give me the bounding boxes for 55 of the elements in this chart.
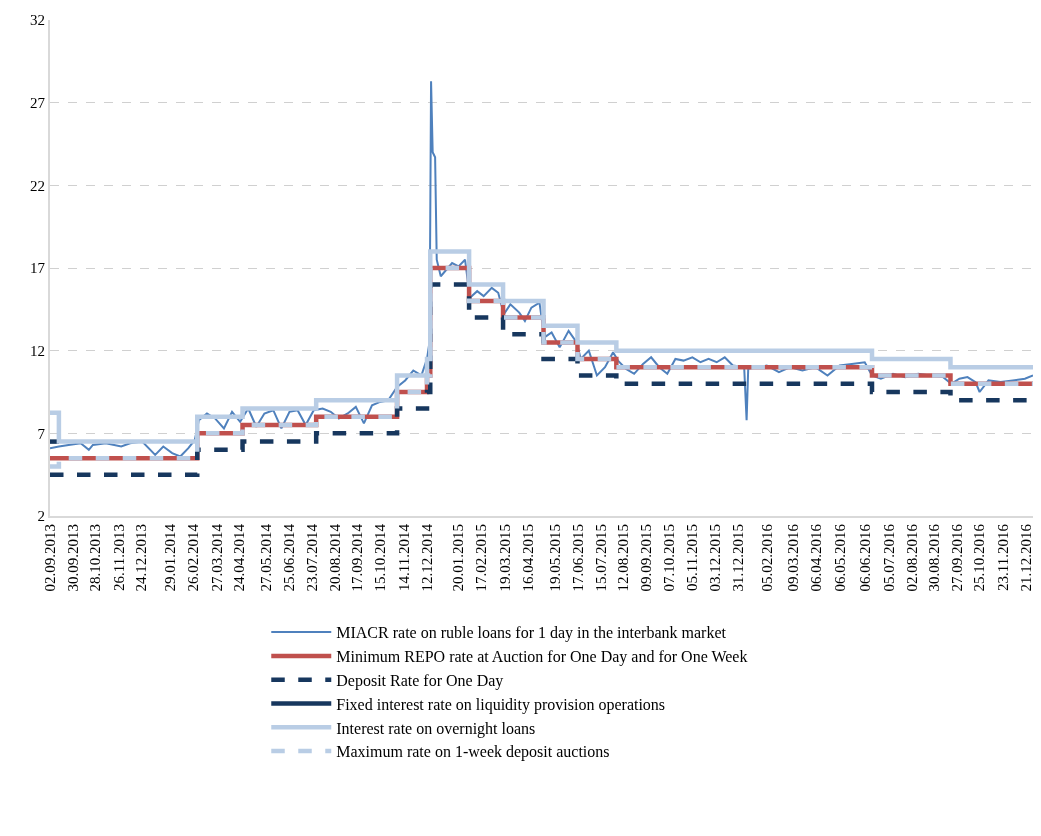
x-tick-label: 20.01.2015: [450, 524, 467, 592]
y-tick-label: 17: [30, 260, 46, 277]
x-tick-label: 19.05.2015: [546, 524, 563, 592]
x-tick-label: 30.08.2016: [926, 523, 943, 592]
y-tick-label: 32: [30, 12, 45, 29]
x-tick-label: 19.03.2015: [497, 524, 514, 592]
x-tick-label: 27.09.2016: [948, 523, 965, 592]
x-tick-label: 26.02.2014: [185, 523, 202, 592]
x-tick-label: 06.06.2016: [857, 523, 874, 592]
legend-label: Maximum rate on 1-week deposit auctions: [336, 743, 610, 762]
x-tick-label: 26.11.2013: [110, 524, 127, 591]
x-tick-label: 23.11.2016: [994, 523, 1011, 591]
x-tick-label: 27.05.2014: [257, 523, 274, 592]
x-tick-label: 09.03.2016: [785, 523, 802, 592]
legend-label: MIACR rate on ruble loans for 1 day in the interbank market: [336, 624, 727, 643]
x-tick-label: 06.05.2016: [832, 523, 849, 592]
x-tick-label: 02.09.2013: [41, 524, 58, 592]
x-tick-label: 25.10.2016: [971, 523, 988, 592]
x-tick-label: 03.12.2015: [706, 524, 723, 592]
y-tick-label: 27: [30, 94, 46, 111]
x-tick-label: 02.08.2016: [903, 523, 920, 592]
x-tick-label: 27.03.2014: [208, 523, 225, 592]
y-tick-label: 12: [30, 342, 45, 359]
x-tick-label: 06.04.2016: [808, 523, 825, 592]
x-tick-label: 09.09.2015: [638, 524, 655, 592]
y-tick-label: 7: [37, 425, 46, 442]
x-tick-label: 12.12.2014: [418, 523, 435, 592]
x-tick-label: 21.12.2016: [1017, 523, 1034, 592]
legend-label: Fixed interest rate on liquidity provision operations: [336, 695, 666, 714]
x-tick-label: 29.01.2014: [162, 523, 179, 592]
x-tick-label: 16.04.2015: [520, 524, 537, 592]
x-tick-label: 07.10.2015: [660, 524, 677, 592]
x-tick-label: 24.12.2013: [133, 524, 150, 592]
x-tick-label: 30.09.2013: [64, 524, 81, 592]
x-tick-label: 12.08.2015: [615, 524, 632, 592]
x-tick-label: 20.08.2014: [326, 523, 343, 592]
legend-label: Deposit Rate for One Day: [336, 671, 504, 690]
legend-label: Interest rate on overnight loans: [336, 719, 536, 738]
x-tick-label: 14.11.2014: [396, 523, 413, 591]
x-tick-label: 28.10.2013: [87, 524, 104, 592]
x-tick-label: 05.07.2016: [880, 523, 897, 592]
x-tick-label: 15.07.2015: [592, 524, 609, 592]
x-tick-label: 17.06.2015: [570, 524, 587, 592]
x-tick-label: 24.04.2014: [231, 523, 248, 592]
legend-label: Minimum REPO rate at Auction for One Day and for One Week: [336, 648, 748, 667]
x-tick-label: 17.02.2015: [473, 524, 490, 592]
x-tick-label: 23.07.2014: [304, 523, 321, 592]
y-tick-label: 2: [37, 508, 45, 525]
x-tick-label: 05.02.2016: [758, 523, 775, 592]
y-tick-label: 22: [30, 177, 45, 194]
x-tick-label: 25.06.2014: [281, 523, 298, 592]
x-tick-label: 17.09.2014: [349, 523, 366, 592]
x-tick-label: 31.12.2015: [729, 524, 746, 592]
x-tick-label: 15.10.2014: [371, 523, 388, 592]
x-tick-label: 05.11.2015: [684, 524, 701, 591]
